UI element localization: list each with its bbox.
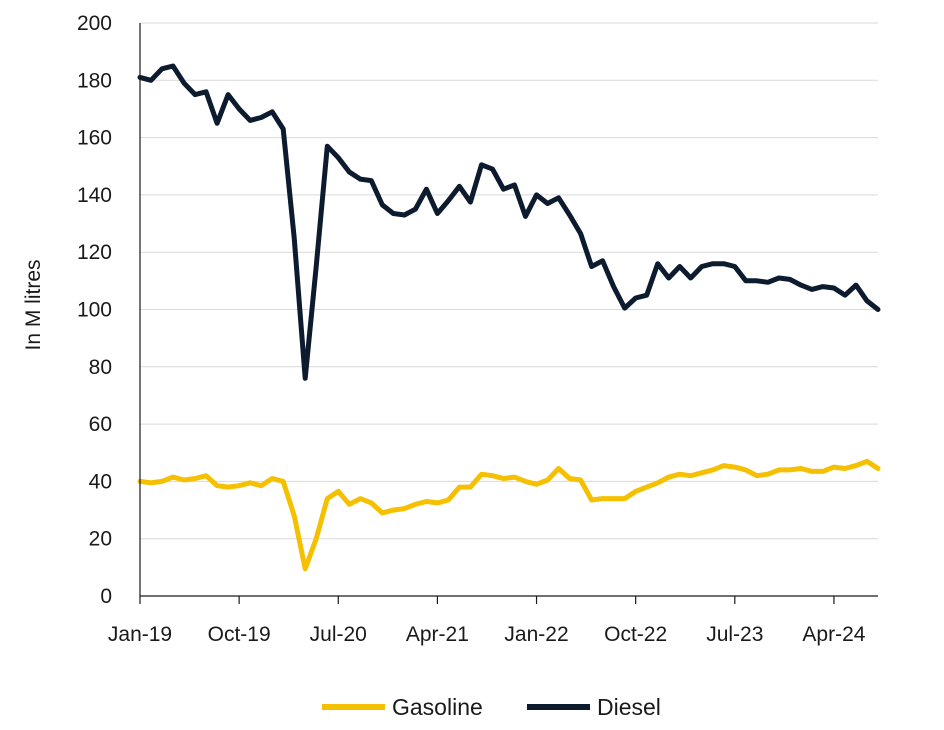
x-tick-label: Oct-19 [208, 623, 271, 646]
x-tick-label: Jul-20 [310, 623, 367, 646]
y-tick-label: 80 [89, 356, 112, 379]
legend-label-diesel: Diesel [597, 694, 661, 720]
x-tick-label: Apr-21 [406, 623, 469, 646]
y-tick-label: 60 [89, 413, 112, 436]
x-tick-label: Apr-24 [802, 623, 865, 646]
x-tick-label: Jul-23 [706, 623, 763, 646]
series-lines [137, 63, 881, 572]
legend-label-gasoline: Gasoline [392, 694, 483, 720]
gridlines [140, 22, 878, 540]
y-tick-label: 0 [100, 585, 112, 608]
x-tick-labels: Jan-19 Oct-19 Jul-20 Apr-21 Jan-22 Oct-22 Jul-… [108, 623, 866, 646]
y-tick-label: 180 [77, 69, 112, 92]
legend: Gasoline Diesel [322, 694, 661, 720]
y-tick-labels: 0 20 40 60 80 100 120 140 160 180 200 [77, 12, 112, 608]
y-tick-label: 20 [89, 528, 112, 551]
y-tick-label: 120 [77, 241, 112, 264]
series-line-gasoline [137, 458, 881, 572]
y-axis-title: In M litres [22, 259, 45, 350]
x-tick-label: Oct-22 [604, 623, 667, 646]
y-tick-label: 100 [77, 299, 112, 322]
axes [139, 23, 878, 604]
y-tick-label: 200 [77, 12, 112, 35]
x-tick-label: Jan-19 [108, 623, 172, 646]
y-tick-label: 40 [89, 470, 112, 493]
y-tick-label: 160 [77, 127, 112, 150]
series-line-diesel [137, 63, 881, 381]
x-tick-label: Jan-22 [504, 623, 568, 646]
y-tick-label: 140 [77, 184, 112, 207]
